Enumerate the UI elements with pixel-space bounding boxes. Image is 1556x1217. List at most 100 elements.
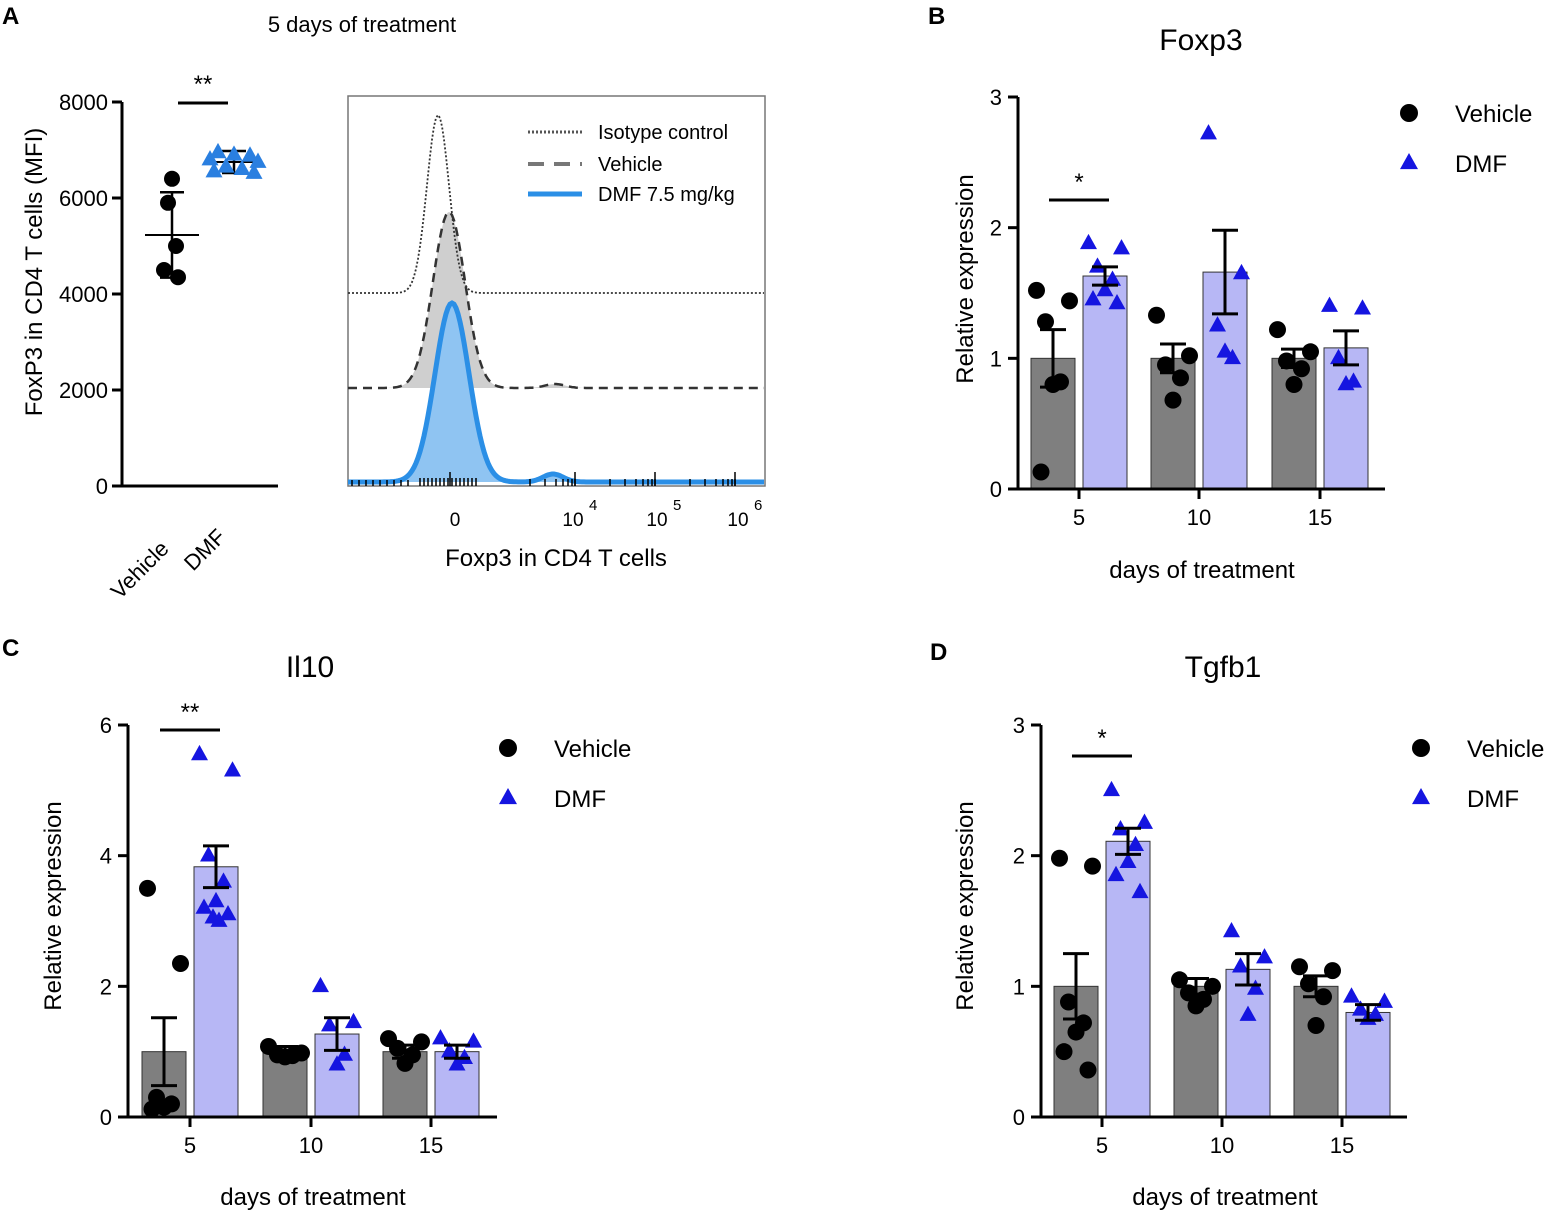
point-dmf [1119,852,1137,869]
scatter-point-dmf [205,162,223,178]
point-vehicle [1278,352,1295,370]
point-vehicle [1148,306,1165,324]
point-dmf [1107,865,1125,882]
histogram-x-tick-label: 10 [727,510,748,531]
point-vehicle [1300,975,1317,993]
point-vehicle [1269,321,1286,339]
significance-label: * [1097,725,1106,752]
point-dmf [1103,780,1120,797]
legend-label-vehicle: Vehicle [554,736,631,763]
x-tick-label: 10 [1210,1133,1234,1158]
panel-c-xlabel: days of treatment [220,1184,406,1211]
panel-b-ylabel: Relative expression [952,174,979,383]
point-dmf [1354,299,1371,315]
point-dmf [1352,1000,1369,1016]
legend-label-vehicle: Vehicle [1455,101,1532,128]
point-dmf [1330,348,1347,365]
significance-label: ** [181,699,200,726]
scatter-point-vehicle [168,238,184,254]
legend-marker-dmf [499,787,517,805]
legend-label-dmf: DMF [1455,151,1507,178]
scatter-point-vehicle [160,194,176,211]
legend-label-dmf: DMF [1467,786,1519,813]
scatter-significance-label: ** [194,71,213,98]
panel-d-xlabel: days of treatment [1132,1184,1318,1211]
point-vehicle [1291,958,1308,976]
panel-b-xlabel: days of treatment [1109,557,1295,584]
histogram-xlabel: Foxp3 in CD4 T cells [445,545,667,572]
point-dmf [1223,921,1240,938]
scatter-category-label: DMF [179,524,230,575]
point-vehicle [1032,463,1050,481]
point-dmf [1337,374,1355,391]
panel-a-histogram: Foxp3 in CD4 T cells 0 10 4 10 5 10 6 Isotype c… [347,95,766,572]
point-dmf [1136,813,1153,829]
point-vehicle [1307,1017,1325,1035]
histogram-x-tick-exponent: 4 [589,497,597,514]
point-vehicle [1061,292,1078,310]
point-dmf [441,1042,458,1058]
y-tick-label: 3 [1013,713,1025,738]
histogram-x-tick-exponent: 5 [673,497,681,514]
y-tick-label: 0 [1013,1105,1025,1130]
point-dmf [1209,316,1226,332]
point-dmf [1232,957,1249,973]
y-tick-label: 3 [990,85,1002,110]
scatter-point-dmf [209,142,227,159]
panel-b-title: Foxp3 [1159,24,1242,57]
panel-d-title: Tgfb1 [1185,651,1262,684]
point-vehicle [1055,1043,1073,1061]
scatter-y-tick-label: 6000 [59,186,108,211]
histogram-dmf-line [348,300,764,485]
x-tick-label: 15 [1330,1133,1354,1158]
x-tick-label: 10 [299,1133,323,1158]
scatter-y-tick-label: 4000 [59,282,108,307]
scatter-point-dmf [241,146,259,162]
point-vehicle [1084,857,1101,875]
point-dmf [336,1045,353,1061]
bar-dmf [1345,1011,1391,1118]
point-vehicle [1187,997,1205,1015]
scatter-point-dmf [225,145,243,161]
point-vehicle [389,1039,406,1057]
histogram-legend-label: Isotype control [598,122,728,144]
point-dmf [312,976,329,993]
histogram-x-tick-exponent: 6 [754,497,762,514]
legend-marker-vehicle [1412,739,1430,757]
point-dmf [345,1012,362,1029]
point-vehicle [1157,356,1174,374]
scatter-y-tick-label: 2000 [59,378,108,403]
panel-label-b: B [928,3,945,30]
legend-marker-vehicle [1400,104,1418,122]
point-vehicle [1285,375,1303,393]
point-vehicle [139,879,156,897]
point-vehicle [1164,391,1182,409]
histogram-vehicle-fill [348,212,765,388]
legend-label-vehicle: Vehicle [1467,736,1544,763]
scatter-category-label: Vehicle [106,536,174,604]
point-vehicle [1204,977,1221,995]
scatter-y-tick-label: 8000 [59,90,108,115]
bar-dmf [1082,275,1128,490]
point-vehicle [1181,347,1198,365]
point-dmf [215,872,232,888]
x-tick-label: 5 [184,1133,196,1158]
y-tick-label: 1 [1013,974,1025,999]
point-dmf [1096,280,1114,297]
bar-dmf [1225,968,1271,1118]
legend-marker-dmf [1412,787,1430,805]
point-vehicle [172,954,189,972]
bar-dmf [1105,840,1151,1118]
histogram-vehicle-line [348,211,764,390]
x-tick-label: 10 [1187,505,1211,530]
point-dmf [328,1055,346,1071]
panel-label-c: C [2,635,19,662]
legend-marker-dmf [1400,152,1418,170]
scatter-point-dmf [245,163,263,179]
legend-label-dmf: DMF [554,786,606,813]
point-vehicle [1028,281,1045,299]
y-tick-label: 0 [100,1105,112,1130]
y-tick-label: 6 [100,713,112,738]
histogram-frame [347,95,766,487]
